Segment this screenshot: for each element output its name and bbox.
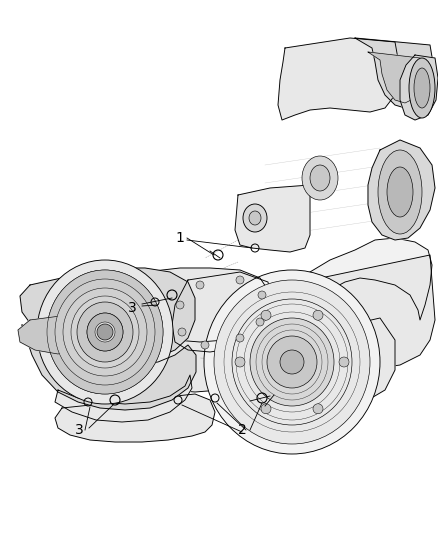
Ellipse shape (267, 336, 317, 388)
Polygon shape (172, 272, 272, 352)
Polygon shape (18, 315, 82, 354)
Ellipse shape (258, 291, 266, 299)
Ellipse shape (71, 296, 139, 368)
Ellipse shape (47, 270, 163, 394)
Ellipse shape (261, 310, 271, 320)
Ellipse shape (243, 204, 267, 232)
Ellipse shape (214, 280, 370, 444)
Ellipse shape (204, 270, 380, 454)
Polygon shape (22, 325, 196, 410)
Ellipse shape (47, 270, 163, 394)
Polygon shape (368, 52, 422, 103)
Ellipse shape (280, 350, 304, 374)
Polygon shape (55, 375, 192, 422)
Polygon shape (102, 298, 265, 392)
Ellipse shape (313, 310, 323, 320)
Polygon shape (242, 238, 432, 320)
Ellipse shape (302, 156, 338, 200)
Ellipse shape (97, 324, 113, 340)
Ellipse shape (236, 276, 244, 284)
Ellipse shape (313, 404, 323, 414)
Polygon shape (235, 185, 310, 252)
Ellipse shape (201, 341, 209, 349)
Polygon shape (102, 268, 268, 342)
Ellipse shape (87, 313, 123, 351)
Ellipse shape (236, 334, 244, 342)
Ellipse shape (55, 279, 155, 385)
Ellipse shape (232, 299, 352, 425)
Ellipse shape (95, 322, 115, 342)
Text: 1: 1 (175, 231, 184, 245)
Ellipse shape (77, 302, 133, 362)
Ellipse shape (409, 58, 435, 118)
Polygon shape (238, 255, 435, 368)
Ellipse shape (414, 68, 430, 108)
Polygon shape (355, 38, 435, 108)
Ellipse shape (261, 404, 271, 414)
Polygon shape (400, 55, 438, 120)
Polygon shape (20, 268, 195, 362)
Ellipse shape (63, 288, 147, 376)
Polygon shape (55, 394, 215, 442)
Ellipse shape (79, 305, 131, 359)
Ellipse shape (250, 318, 334, 406)
Ellipse shape (256, 318, 264, 326)
Text: 3: 3 (128, 301, 137, 315)
Polygon shape (240, 318, 395, 405)
Ellipse shape (339, 357, 349, 367)
Ellipse shape (249, 211, 261, 225)
Polygon shape (238, 295, 378, 392)
Polygon shape (278, 38, 400, 120)
Ellipse shape (87, 313, 123, 351)
Polygon shape (234, 312, 372, 408)
Ellipse shape (178, 328, 186, 336)
Ellipse shape (235, 357, 245, 367)
Ellipse shape (387, 167, 413, 217)
Ellipse shape (176, 301, 184, 309)
Polygon shape (368, 140, 435, 240)
Text: 2: 2 (238, 423, 247, 437)
Text: 3: 3 (75, 423, 84, 437)
Ellipse shape (310, 165, 330, 191)
Ellipse shape (196, 281, 204, 289)
Ellipse shape (378, 150, 422, 234)
Ellipse shape (37, 260, 173, 404)
